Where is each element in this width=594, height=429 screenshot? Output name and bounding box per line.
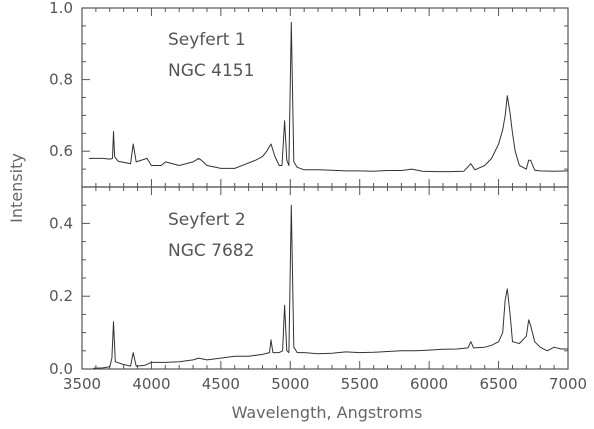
bottom-annotation-line-2: NGC 7682 xyxy=(168,241,254,261)
x-tick-label: 5500 xyxy=(341,375,379,393)
y-axis-title: Intensity xyxy=(7,153,26,223)
top-panel: 0.6 0.8 1.0 Seyfert 1 NGC 4151 xyxy=(49,0,569,188)
x-tick-label: 6000 xyxy=(410,375,448,393)
x-tick-label: 5000 xyxy=(271,375,309,393)
top-y-tick-label: 0.8 xyxy=(49,71,73,89)
x-axis-title: Wavelength, Angstroms xyxy=(232,403,423,422)
top-y-tick-label: 1.0 xyxy=(49,0,73,17)
bottom-y-tick-label: 0.2 xyxy=(49,287,73,305)
bottom-y-tick-label: 0.4 xyxy=(49,214,73,232)
x-tick-label: 4000 xyxy=(132,375,170,393)
x-tick-label: 7000 xyxy=(549,375,587,393)
top-annotation-line-2: NGC 4151 xyxy=(168,61,254,81)
top-spectrum-line xyxy=(88,21,569,173)
x-tick-label: 4500 xyxy=(202,375,240,393)
panels-layer: 0.6 0.8 1.0 Seyfert 1 NGC 4151 0.0 0.2 0.4 3500 4… xyxy=(49,0,587,393)
x-tick-label: 6500 xyxy=(479,375,517,393)
bottom-y-tick-label: 0.0 xyxy=(49,360,73,378)
top-annotation-line-1: Seyfert 1 xyxy=(168,30,246,50)
top-y-tick-label: 0.6 xyxy=(49,142,73,160)
bottom-spectrum-line xyxy=(93,204,568,369)
bottom-panel: 0.0 0.2 0.4 3500 4000 4500 5000 5500 6000 6500 700… xyxy=(49,186,587,393)
bottom-annotation-line-1: Seyfert 2 xyxy=(168,210,246,230)
x-tick-label: 3500 xyxy=(63,375,101,393)
